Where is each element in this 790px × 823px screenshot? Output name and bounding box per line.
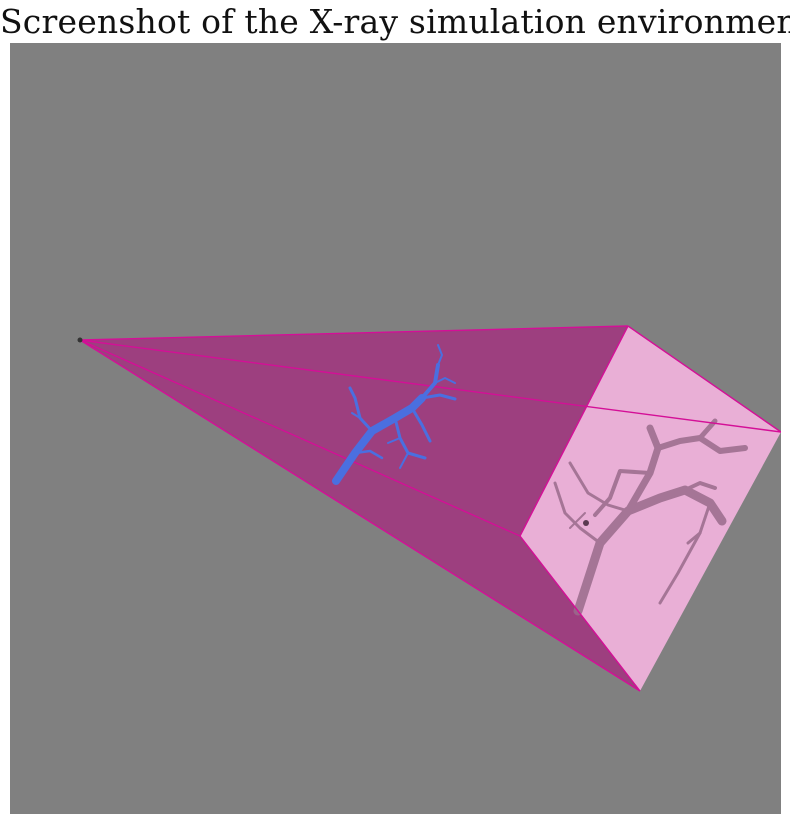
beam-face-main <box>80 326 640 691</box>
vessel-tree-icon[interactable] <box>332 344 457 485</box>
xray-source-point-icon[interactable] <box>77 337 83 343</box>
xray-scene <box>77 325 781 692</box>
projection-marker <box>583 520 589 526</box>
simulation-viewport[interactable] <box>10 43 781 814</box>
vessel-projection <box>553 418 748 616</box>
figure-caption: Screenshot of the X-ray simulation envir… <box>0 2 790 41</box>
